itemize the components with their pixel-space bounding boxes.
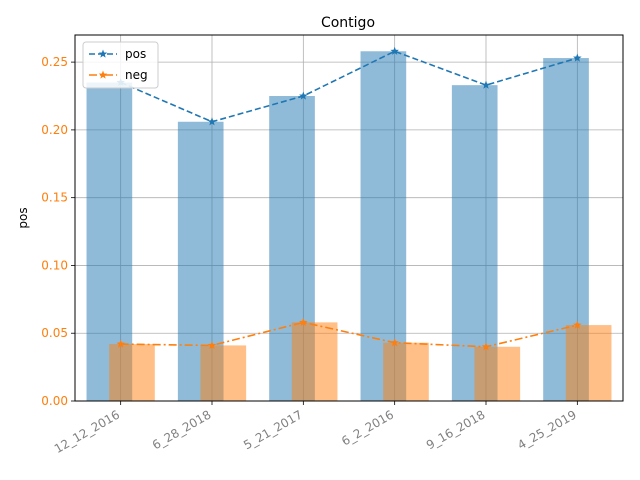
x-tick-label: 12_12_2016 xyxy=(52,407,122,456)
bar-neg xyxy=(200,345,247,401)
legend: pos neg xyxy=(82,41,159,89)
line-neg xyxy=(120,321,578,348)
y-tick-label: 0.05 xyxy=(41,326,68,340)
bar-neg xyxy=(291,322,338,401)
legend-marker-neg xyxy=(98,70,108,79)
x-tick-label: 5_21_2017 xyxy=(241,407,305,452)
marker-pos xyxy=(573,53,582,62)
y-axis-label: pos xyxy=(16,207,30,228)
y-tick-label: 0.25 xyxy=(41,55,68,69)
legend-label-pos: pos xyxy=(125,47,146,61)
chart-title: Contigo xyxy=(321,15,375,31)
bars xyxy=(86,51,612,402)
x-tick-label: 4_25_2019 xyxy=(515,407,579,452)
marker-pos xyxy=(207,117,217,126)
bar-neg xyxy=(109,344,155,401)
y-tick-label: 0.15 xyxy=(41,191,68,205)
bar-neg xyxy=(474,346,521,401)
x-tick-label: 6_28_2018 xyxy=(150,407,214,452)
marker-pos xyxy=(481,80,491,89)
plot-frame xyxy=(74,34,624,402)
y-tick-label: 0.10 xyxy=(41,258,68,272)
x-tick-label: 9_16_2018 xyxy=(424,407,488,452)
line-pos xyxy=(120,50,578,123)
series-lines xyxy=(116,46,582,351)
marker-neg xyxy=(573,320,582,329)
legend-marker-pos xyxy=(98,49,108,58)
marker-neg xyxy=(390,338,399,347)
marker-pos xyxy=(390,46,399,55)
grid xyxy=(75,35,623,402)
marker-neg xyxy=(481,342,491,351)
x-tick-label: 6_2_2016 xyxy=(339,407,396,448)
marker-neg xyxy=(116,339,125,348)
marker-neg xyxy=(299,317,308,327)
marker-neg xyxy=(207,340,217,350)
y-tick-label: 0.00 xyxy=(41,394,68,408)
legend-label-neg: neg xyxy=(125,68,148,82)
bar-neg xyxy=(383,342,429,401)
bar-neg xyxy=(565,325,612,401)
y-tick-label: 0.20 xyxy=(41,123,68,137)
marker-pos xyxy=(299,91,308,100)
